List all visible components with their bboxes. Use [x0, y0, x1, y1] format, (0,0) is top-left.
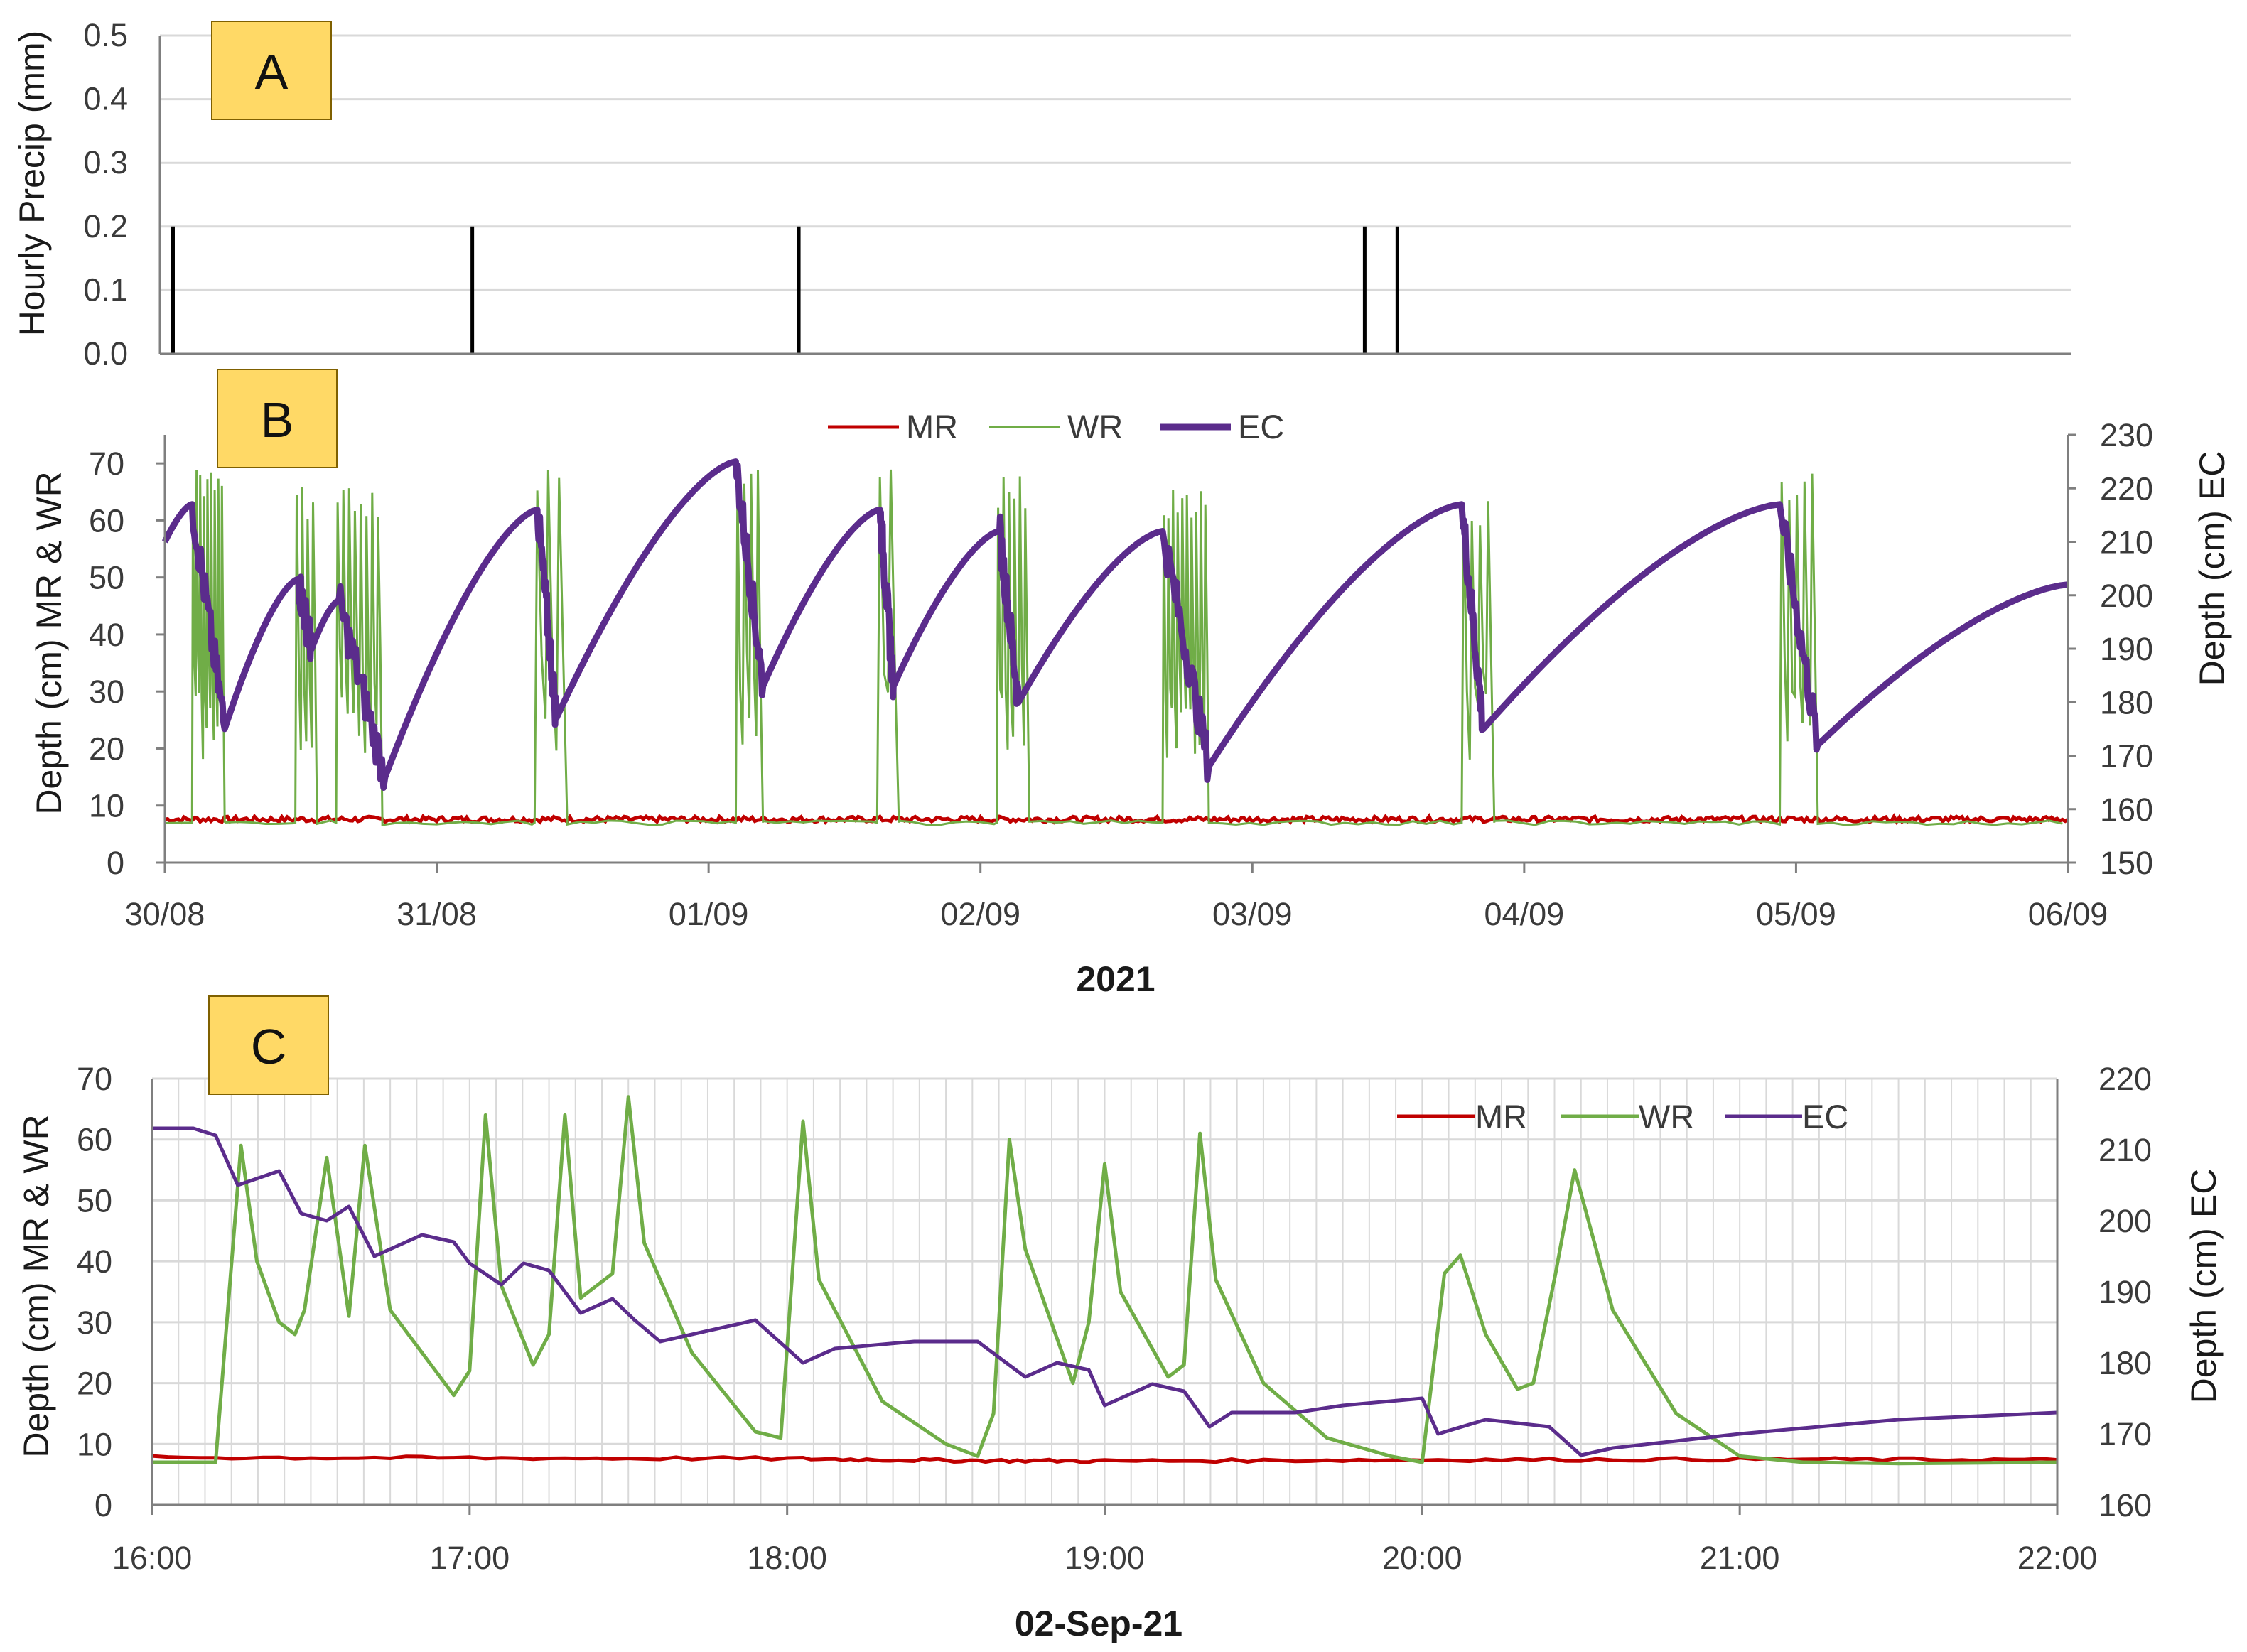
panel-b-legend: MR WR EC — [828, 408, 1284, 446]
panel-a-y-tick-label: 0.1 — [83, 271, 128, 308]
panel-b-y-tick-label: 20 — [89, 730, 124, 767]
panel-b-right-tick-label: 220 — [2100, 470, 2153, 507]
panel-b-series — [161, 458, 2069, 826]
panel-c-right-tick-label: 180 — [2098, 1345, 2152, 1381]
panel-b-depth-chart: 0 10 20 30 40 50 60 70 150 160 170 180 190 200 210 220 2… — [29, 369, 2232, 999]
panel-c-series — [151, 1095, 2058, 1466]
panel-c-y-tick-label: 50 — [77, 1182, 112, 1219]
panel-c-depth-chart: 0 10 20 30 40 50 60 70 160 170 180 190 200 210 220 16:0… — [16, 995, 2224, 1643]
panel-c-legend-mr: MR — [1475, 1098, 1527, 1135]
panel-c-right-tick-label: 210 — [2098, 1132, 2152, 1168]
panel-b-y-tick-label: 30 — [89, 674, 124, 710]
panel-b-letter: B — [261, 392, 294, 448]
panel-b-tick-labels: 0 10 20 30 40 50 60 70 150 160 170 180 190 200 210 220 2… — [89, 417, 2153, 932]
panel-c-tick-labels: 0 10 20 30 40 50 60 70 160 170 180 190 200 210 220 16:0… — [77, 1061, 2152, 1576]
panel-a-y-tick-label: 0.3 — [83, 144, 128, 180]
panel-c-mr-line — [151, 1454, 2058, 1464]
panel-a-precip-chart: 0.0 0.1 0.2 0.3 0.4 0.5 Hourly Precip (mm) A — [12, 17, 2071, 372]
panel-a-bars — [171, 226, 1399, 354]
panel-b-letter-box — [217, 369, 338, 468]
panel-c-right-tick-label: 220 — [2098, 1061, 2152, 1097]
panel-c-right-tick-label: 190 — [2098, 1274, 2152, 1310]
panel-a-axes — [158, 36, 2071, 355]
panel-b-mr-line — [164, 813, 2069, 826]
panel-c-y-axis-label: Depth (cm) MR & WR — [16, 1114, 56, 1457]
panel-c-x-axis-title: 02-Sep-21 — [1015, 1604, 1182, 1643]
panel-c-y-tick-label: 40 — [77, 1243, 112, 1280]
panel-b-x-axis-title: 2021 — [1076, 959, 1155, 999]
panel-b-x-tick-label: 05/09 — [1756, 896, 1836, 932]
panel-b-x-tick-label: 06/09 — [2028, 896, 2108, 932]
panel-c-ec-line — [152, 1126, 2058, 1457]
panel-b-x-tick-label: 03/09 — [1212, 896, 1293, 932]
panel-b-x-tick-label: 04/09 — [1484, 896, 1565, 932]
panel-c-x-tick-label: 22:00 — [2017, 1540, 2098, 1576]
panel-b-x-tick-label: 02/09 — [940, 896, 1020, 932]
panel-c-legend: MR WR EC — [1397, 1098, 1848, 1135]
panel-a-letter: A — [255, 44, 289, 99]
panel-c-y-tick-label: 30 — [77, 1305, 112, 1341]
panel-b-legend-wr: WR — [1067, 408, 1123, 446]
panel-b-x-tick-label: 30/08 — [125, 896, 205, 932]
panel-b-legend-mr: MR — [906, 408, 958, 446]
panel-b-right-tick-label: 200 — [2100, 578, 2153, 614]
panel-b-x-tick-label: 01/09 — [669, 896, 749, 932]
panel-c-x-tick-label: 19:00 — [1065, 1540, 1145, 1576]
panel-a-y-tick-label: 0.4 — [83, 81, 128, 117]
panel-a-y-tick-label: 0.0 — [83, 335, 128, 372]
panel-b-y-tick-label: 50 — [89, 560, 124, 596]
panel-a-y-axis-label: Hourly Precip (mm) — [12, 31, 52, 337]
panel-c-x-tick-label: 21:00 — [1700, 1540, 1780, 1576]
panel-c-right-tick-label: 200 — [2098, 1203, 2152, 1239]
panel-b-y-tick-label: 10 — [89, 788, 124, 824]
panel-c-letter: C — [251, 1019, 287, 1074]
panel-a-tick-labels: 0.0 0.1 0.2 0.3 0.4 0.5 — [83, 17, 128, 372]
panel-b-right-tick-label: 180 — [2100, 684, 2153, 720]
panel-b-wr-line — [163, 469, 2063, 826]
panel-b-right-tick-label: 150 — [2100, 845, 2153, 881]
panel-c-legend-ec: EC — [1802, 1098, 1848, 1135]
panel-b-y-tick-label: 40 — [89, 617, 124, 653]
panel-c-axes — [151, 1079, 2059, 1515]
panel-b-right-tick-label: 160 — [2100, 792, 2153, 828]
panel-c-right-tick-label: 170 — [2098, 1416, 2152, 1452]
panel-c-wr-line — [152, 1095, 2058, 1466]
panel-c-x-tick-label: 20:00 — [1382, 1540, 1462, 1576]
panel-c-x-tick-label: 17:00 — [430, 1540, 510, 1576]
panel-c-letter-box — [208, 995, 329, 1095]
panel-c-gridlines — [151, 1077, 2058, 1506]
panel-b-x-tick-label: 31/08 — [397, 896, 477, 932]
panel-b-y-tick-label: 60 — [89, 502, 124, 539]
panel-c-y-tick-label: 60 — [77, 1122, 112, 1158]
panel-a-y-tick-label: 0.5 — [83, 17, 128, 53]
panel-b-y-axis-label: Depth (cm) MR & WR — [29, 471, 69, 814]
panel-a-gridlines — [160, 34, 2071, 291]
panel-b-right-tick-label: 190 — [2100, 631, 2153, 667]
panel-c-x-tick-label: 16:00 — [112, 1540, 193, 1576]
panel-b-y-tick-label: 70 — [89, 446, 124, 482]
panel-b-legend-ec: EC — [1238, 408, 1284, 446]
panel-b-right-tick-label: 170 — [2100, 738, 2153, 774]
panel-b-axes — [156, 433, 2076, 873]
panel-b-right-axis-label: Depth (cm) EC — [2192, 451, 2232, 686]
panel-c-right-axis-label: Depth (cm) EC — [2184, 1169, 2224, 1404]
panel-c-right-tick-label: 160 — [2098, 1487, 2152, 1523]
panel-c-x-tick-label: 18:00 — [747, 1540, 827, 1576]
panel-c-y-tick-label: 70 — [77, 1061, 112, 1097]
panel-b-y-tick-label: 0 — [107, 845, 124, 881]
panel-c-legend-wr: WR — [1639, 1098, 1694, 1135]
panel-c-y-tick-label: 0 — [95, 1487, 112, 1523]
panel-a-letter-box — [211, 21, 332, 120]
panel-c-y-tick-label: 10 — [77, 1426, 112, 1462]
panel-b-right-tick-label: 210 — [2100, 524, 2153, 561]
panel-c-y-tick-label: 20 — [77, 1366, 112, 1402]
panel-a-y-tick-label: 0.2 — [83, 208, 128, 244]
panel-b-right-tick-label: 230 — [2100, 417, 2153, 453]
panel-b-ec-line — [161, 458, 2069, 791]
